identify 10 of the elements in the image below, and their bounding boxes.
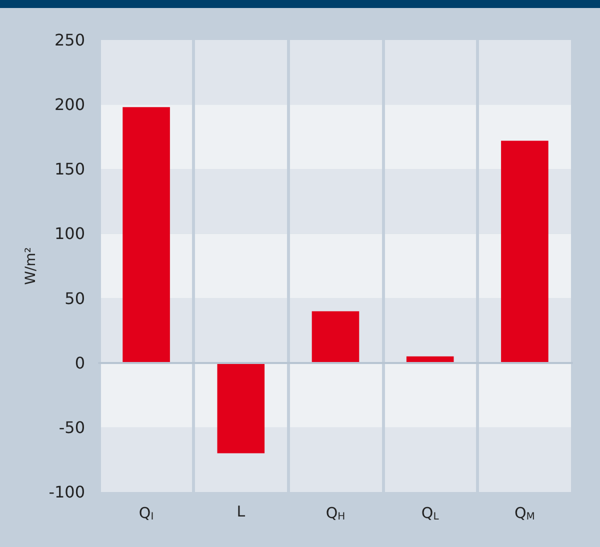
y-tick-label: 50 [64,288,85,308]
y-tick-label: -100 [48,482,85,502]
x-tick-label: L [236,502,246,520]
y-tick-label: 0 [74,353,85,372]
y-tick-label: 200 [54,95,85,114]
y-tick-label: 150 [54,160,85,179]
y-tick-label: 100 [54,224,85,244]
y-tick-label: -50 [58,418,85,437]
y-axis-title: W/m² [22,247,39,285]
y-tick-label: 250 [54,30,85,50]
